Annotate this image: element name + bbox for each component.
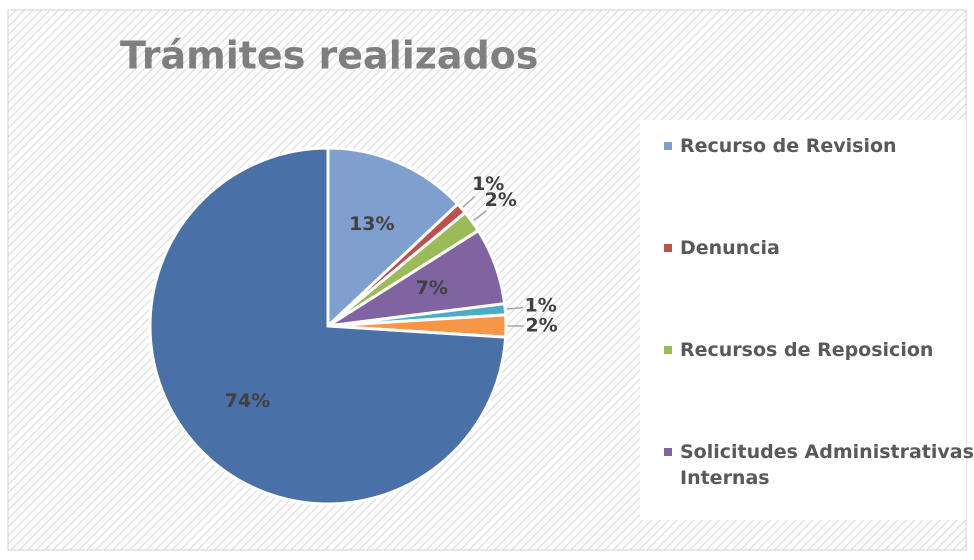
leader-line [462, 195, 476, 208]
leader-line [506, 306, 524, 310]
leader-line [473, 210, 487, 221]
data-label: 74% [225, 390, 270, 412]
legend-label: Denuncia [680, 237, 780, 259]
legend-swatch [664, 448, 672, 456]
pie-slice [148, 146, 508, 506]
legend-item: Solicitudes Administrativas Internas [664, 439, 974, 491]
legend: Recurso de Revision Denuncia Recursos de R… [640, 120, 974, 520]
data-label: 7% [416, 277, 448, 299]
legend-item: Recurso de Revision [664, 133, 974, 159]
pie-slice [326, 146, 460, 330]
legend-swatch [664, 244, 672, 252]
legend-label: Recurso de Revision [680, 135, 897, 157]
data-label: 2% [485, 189, 517, 211]
legend-item: Denuncia [664, 235, 974, 261]
legend-label: Solicitudes Administrativas Internas [680, 441, 974, 489]
data-label: 2% [525, 315, 557, 337]
legend-item: Recursos de Reposicion [664, 337, 974, 363]
legend-swatch [664, 346, 672, 354]
data-label: 13% [349, 213, 394, 235]
data-label: 1% [472, 173, 504, 195]
legend-swatch [664, 142, 672, 150]
data-label: 1% [525, 294, 557, 316]
pie: 13%1%2%7%1%2%74% [148, 146, 558, 506]
legend-label: Recursos de Reposicion [680, 339, 934, 361]
chart-title: Trámites realizados [120, 34, 538, 78]
